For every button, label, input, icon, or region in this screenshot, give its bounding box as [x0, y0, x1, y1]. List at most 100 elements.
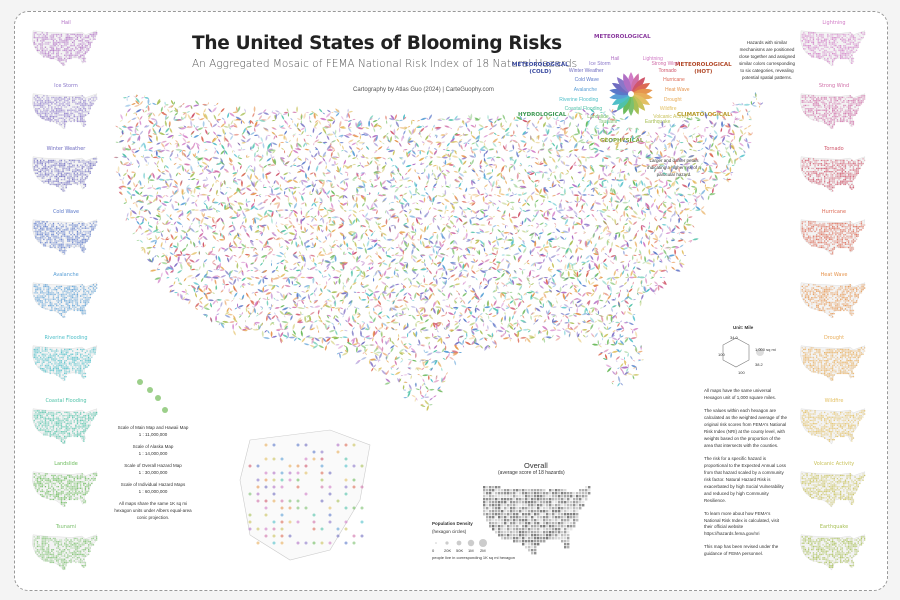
- hazard-map-hurricane: Hurricane: [799, 209, 869, 261]
- note-paragraph: To learn more about how FEMA's National …: [704, 510, 780, 537]
- credit-line: Cartography by Atlas Guo (2024) | CarteG…: [353, 87, 494, 93]
- legend-hazard-label: Earthquake: [644, 119, 671, 126]
- pop-tick: 50K: [456, 548, 464, 553]
- unit-hexagon-diagram: [722, 337, 764, 368]
- hawaii-hexagon: [147, 387, 153, 393]
- note-paragraph: The risk for a specific hazard is propor…: [704, 455, 787, 503]
- legend-hazard-label: Volcanic Activity: [653, 113, 689, 120]
- unit-label-4: 100: [718, 352, 725, 357]
- hazard-map-tsunami: Tsunami: [31, 524, 101, 576]
- hazard-map-label: Heat Wave: [820, 272, 848, 278]
- cat-hydrological: HYDROLOGICAL: [518, 112, 567, 118]
- legend-note: Hazards with similar mechanisms are posi…: [738, 40, 796, 80]
- scale-text: 1 : 60,000,000: [138, 488, 168, 494]
- hazard-map-label: Lightning: [822, 20, 846, 26]
- scale-text: Scale of Main Map and Hawaii Map: [117, 425, 189, 430]
- hazard-map-label: Drought: [823, 335, 845, 341]
- pop-tick: 20K: [444, 548, 452, 553]
- scale-text: 1 : 11,000,000: [138, 431, 168, 437]
- hazard-map-hail: Hail: [31, 20, 101, 72]
- legend-hazard-label: Coastal Flooding: [564, 106, 603, 113]
- hazard-map-drought: Drought: [799, 335, 869, 387]
- legend-petal: [631, 92, 653, 100]
- unit-label-3: 38.2: [755, 362, 763, 367]
- hazard-map-wildfire: Wildfire: [799, 398, 869, 450]
- legend-hazard-label: Cold Wave: [574, 76, 599, 83]
- hazard-map-label: Volcanic Activity: [813, 461, 855, 467]
- pop-note: people live in corresponding 1K sq mi he…: [432, 555, 515, 560]
- legend-hazard-label: Drought: [663, 96, 682, 103]
- note-paragraph: The values within each hexagon are calcu…: [704, 407, 788, 448]
- map-title: The United States of Blooming Risks: [192, 33, 562, 54]
- note-paragraph: All maps have the same universal Hexagon…: [704, 388, 777, 400]
- main-hexagon-map: [113, 92, 764, 561]
- legend-hazard-label: Ice Storm: [589, 60, 611, 67]
- scale-text: Scale of Individual Hazard Maps: [120, 481, 186, 487]
- legend-hazard-label: Riverine Flooding: [559, 96, 599, 103]
- hawaii-hexagon: [155, 395, 161, 401]
- hazard-map-label: Hurricane: [821, 209, 847, 215]
- pop-circles: [435, 539, 487, 547]
- hazard-map-label: Earthquake: [819, 524, 849, 530]
- unit-label-2: 1,000 sq mi: [755, 347, 776, 352]
- hazard-map-strong-wind: Strong Wind: [799, 83, 869, 135]
- hazard-map-volcanic-activity: Volcanic Activity: [799, 461, 869, 513]
- legend-hazard-label: Avalanche: [573, 86, 598, 93]
- legend-hazard-label: Hail: [610, 56, 620, 63]
- overall-subtitle: (average score of 18 hazards): [498, 470, 565, 476]
- scale-text: Scale of Alaska Map: [132, 443, 174, 449]
- unit-label-1: 34.0: [730, 335, 738, 340]
- hazard-map-avalanche: Avalanche: [31, 272, 101, 324]
- scale-block: Scale of Main Map and Hawaii Map 1 : 11,0…: [113, 425, 193, 522]
- hazard-map-coastal-flooding: Coastal Flooding: [31, 398, 101, 450]
- hazard-map-label: Hail: [61, 20, 71, 26]
- hazard-map-cold-wave: Cold Wave: [31, 209, 101, 261]
- legend-hazard-label: Wildfire: [659, 106, 677, 113]
- notes-block: All maps have the same universal Hexagon…: [704, 388, 788, 564]
- hawaii-hexagon: [137, 379, 143, 385]
- hazard-map-label: Riverine Flooding: [44, 335, 88, 341]
- scale-text: All maps share the same 1K sq mi hexagon…: [114, 500, 192, 520]
- hazard-map-label: Winter Weather: [46, 146, 86, 152]
- hazard-map-riverine-flooding: Riverine Flooding: [31, 335, 101, 387]
- legend-flower: [609, 72, 653, 116]
- hazard-map-label: Tornado: [824, 146, 844, 152]
- cat-meteo-hot: METEOROLOGICAL (HOT): [675, 62, 732, 75]
- note-paragraph: This map has been revised under the guid…: [704, 544, 779, 557]
- hazard-map-ice-storm: Ice Storm: [31, 83, 101, 135]
- hazard-map-label: Wildfire: [824, 398, 844, 404]
- cat-meteorological: METEOROLOGICAL: [594, 34, 651, 40]
- hazard-map-earthquake: Earthquake: [799, 524, 869, 576]
- unit-label-5: 100: [738, 370, 745, 375]
- legend-hazard-label: Strong Wind: [651, 60, 679, 67]
- cat-climatological: CLIMATOLOGICAL: [677, 112, 731, 118]
- hazard-map-winter-weather: Winter Weather: [31, 146, 101, 198]
- hazard-map-label: Ice Storm: [54, 83, 78, 89]
- legend-petal: [623, 73, 632, 94]
- scale-text: Scale of Overall Hazard Map: [124, 462, 182, 468]
- pop-title: Population Density: [432, 521, 473, 526]
- pop-tick: 2M: [480, 548, 486, 553]
- scale-text: 1 : 14,000,000: [138, 450, 168, 456]
- hawaii-hexagon: [162, 407, 168, 413]
- overall-title: Overall: [524, 461, 548, 470]
- scale-text: 1 : 30,000,000: [138, 469, 168, 475]
- legend-hazard-label: Lightning: [642, 56, 663, 63]
- legend-hazard-label: Hurricane: [663, 76, 685, 83]
- overall-hazard-map: [483, 486, 591, 555]
- pop-tick: 1M: [468, 548, 474, 553]
- hazard-map-label: Coastal Flooding: [45, 398, 87, 404]
- hazard-map-label: Tsunami: [55, 524, 77, 530]
- legend-hazard-label: Heat Wave: [664, 86, 690, 93]
- hazard-map-label: Strong Wind: [818, 83, 850, 89]
- legend-hazard-label: Tornado: [658, 68, 677, 74]
- hazard-map-heat-wave: Heat Wave: [799, 272, 869, 324]
- legend-petal: [609, 88, 631, 96]
- pop-tick: 0: [432, 548, 435, 553]
- pop-subtitle: (hexagon circles): [432, 529, 467, 534]
- map-subtitle: An Aggregated Mosaic of FEMA National Ri…: [192, 58, 578, 70]
- unit-title: Unit: Mile: [733, 325, 754, 330]
- hazard-map-lightning: Lightning: [799, 20, 869, 72]
- hazard-map-label: Avalanche: [53, 272, 79, 278]
- hazard-map-tornado: Tornado: [799, 146, 869, 198]
